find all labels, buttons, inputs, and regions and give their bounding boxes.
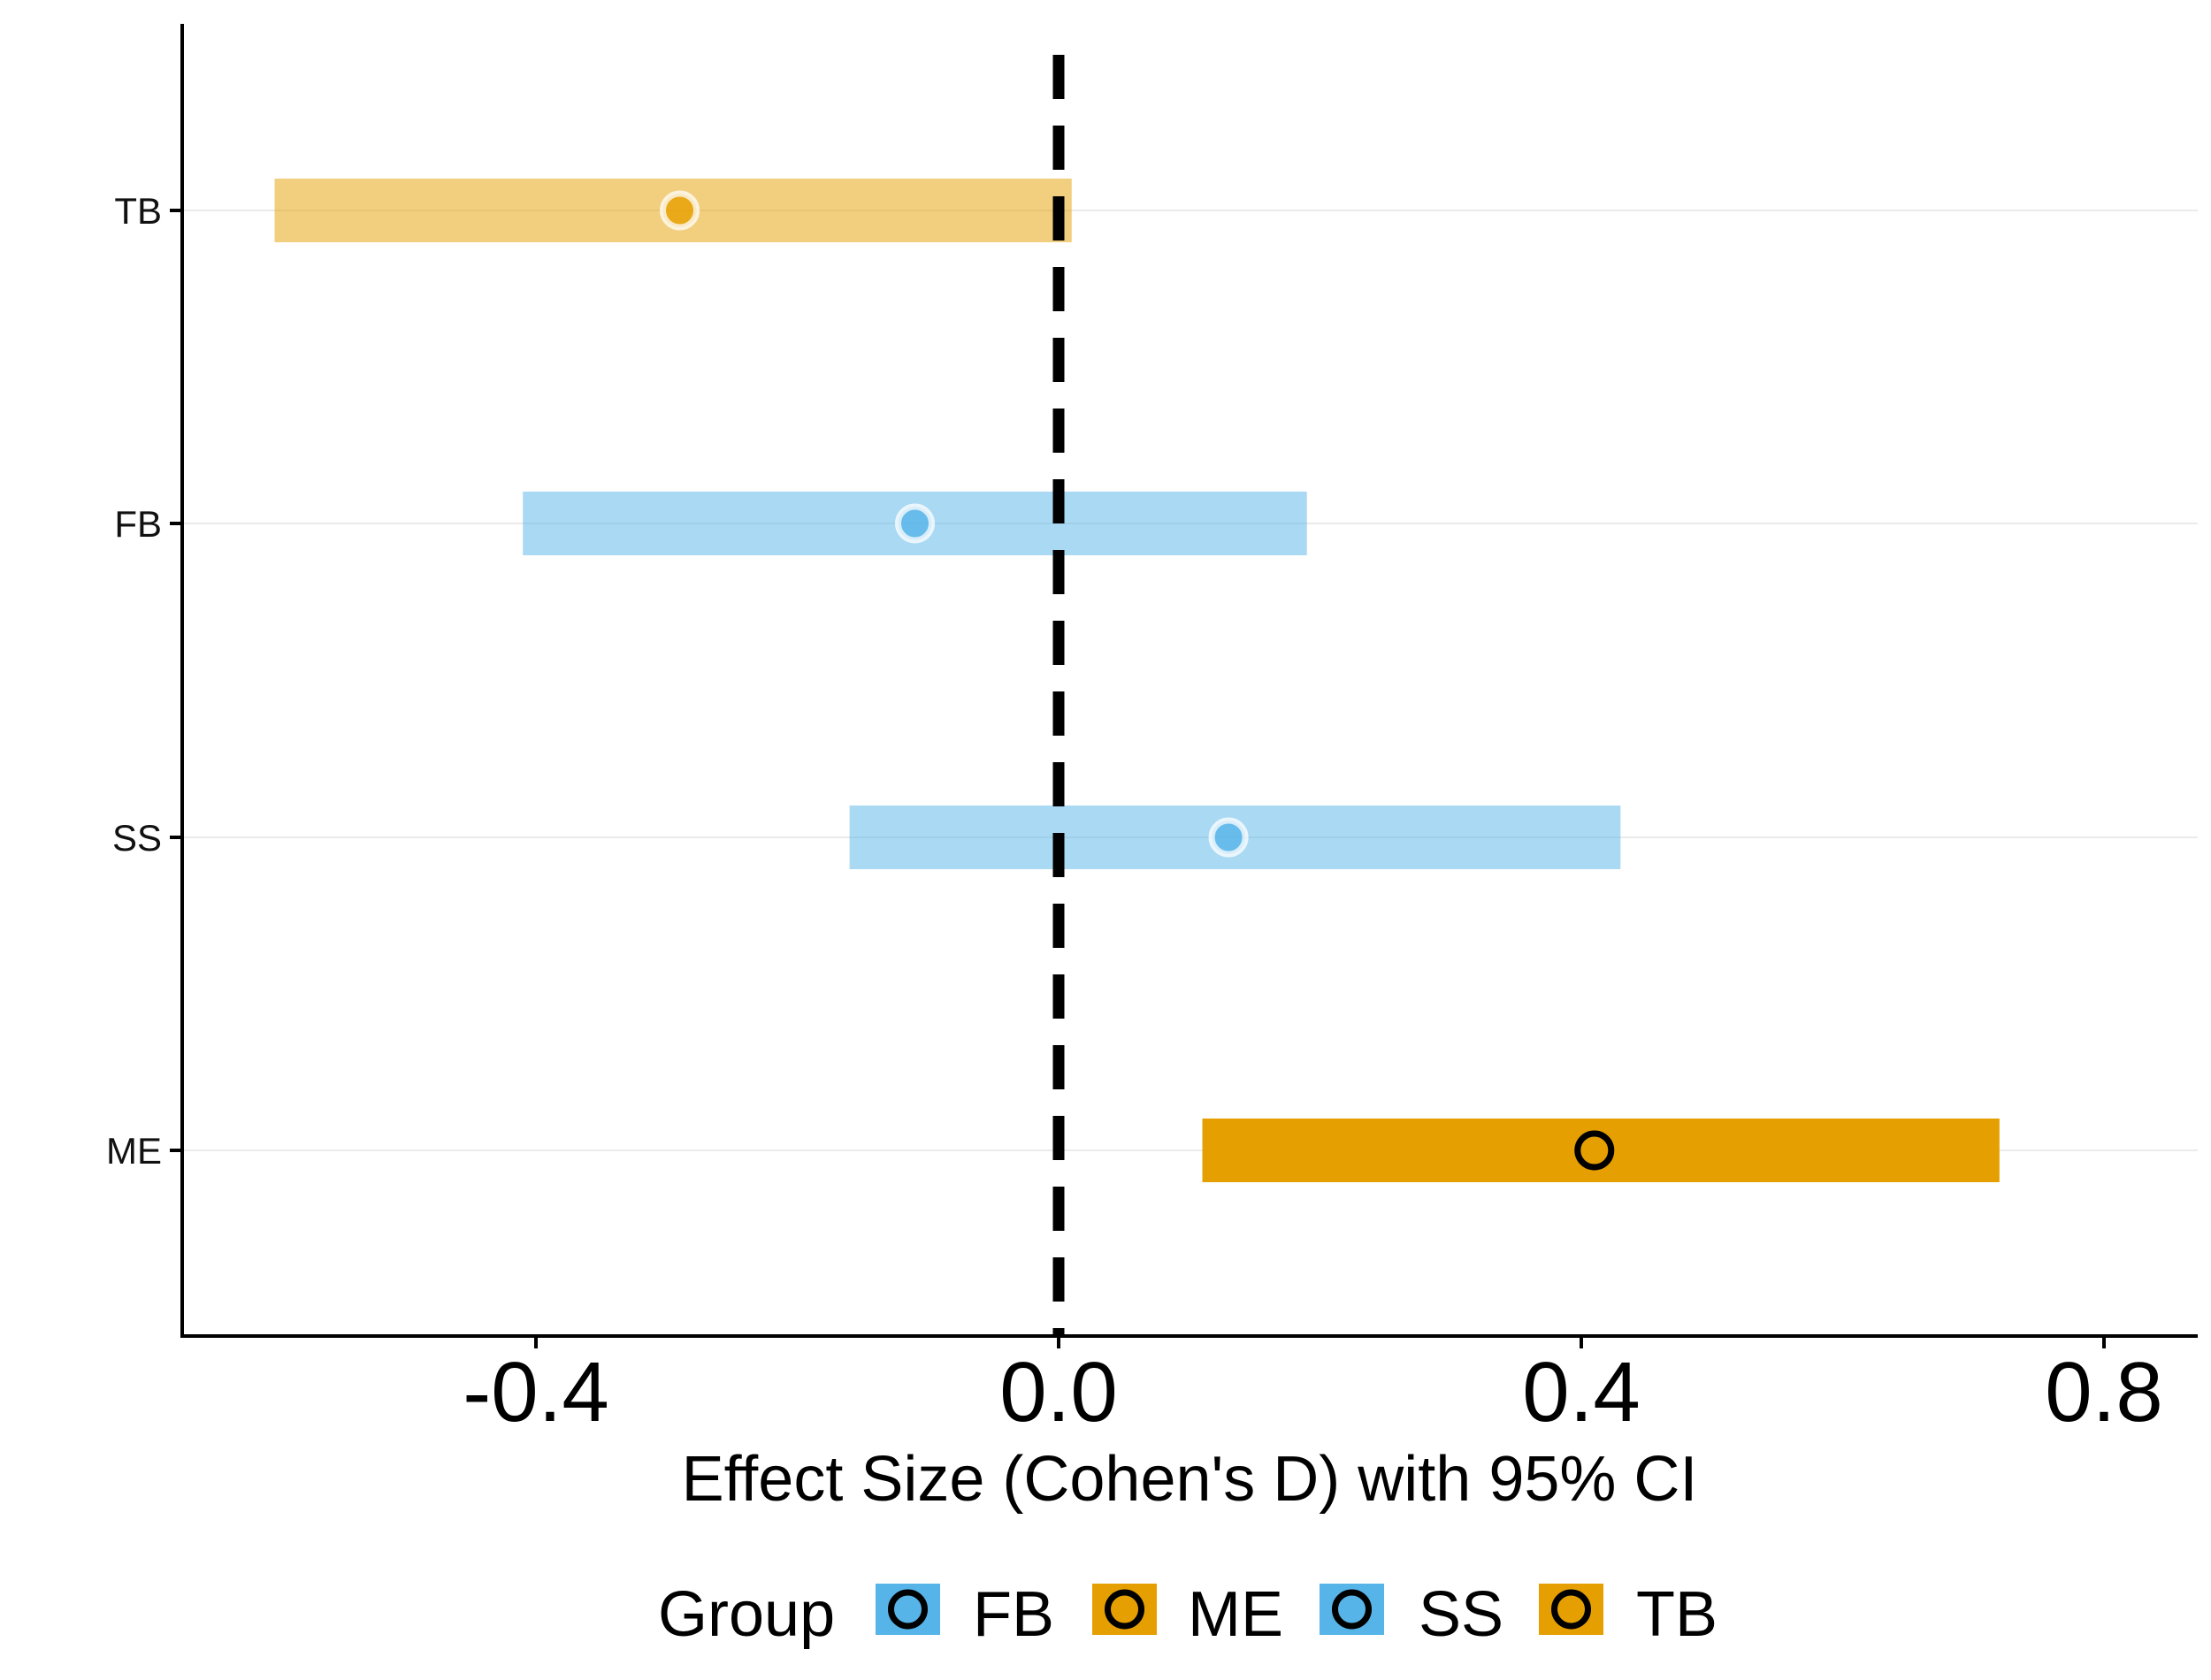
ci-bars: [274, 179, 2000, 1182]
effect-points: [660, 190, 1615, 1171]
y-tick-label-ss: SS: [112, 817, 162, 859]
x-tick-label: 0.0: [999, 1345, 1117, 1439]
legend: Group FB ME SS TB: [658, 1579, 1718, 1650]
legend-label-me: ME: [1188, 1579, 1283, 1650]
legend-marker: [888, 1589, 928, 1630]
legend-marker: [1105, 1589, 1144, 1630]
effect-point-fb: [894, 503, 935, 544]
effect-point-me: [1574, 1130, 1615, 1171]
x-tick-label: -0.4: [463, 1345, 608, 1439]
y-tick-label-fb: FB: [114, 503, 162, 545]
legend-label-fb: FB: [973, 1579, 1054, 1650]
legend-label-tb: TB: [1636, 1579, 1718, 1650]
legend-key-tb: [1539, 1584, 1603, 1635]
x-tick-label: 0.4: [1522, 1345, 1640, 1439]
y-ticks: TB FB SS ME: [106, 190, 182, 1172]
effect-point-ss: [1208, 817, 1249, 858]
legend-key-fb: [876, 1584, 940, 1635]
legend-key-ss: [1320, 1584, 1384, 1635]
legend-label-ss: SS: [1419, 1579, 1503, 1650]
legend-marker: [1551, 1589, 1591, 1630]
x-ticks: -0.4 0.0 0.4 0.8: [463, 1336, 2163, 1439]
axes: [180, 24, 2198, 1338]
x-axis-title: Effect Size (Cohen's D) with 95% CI: [682, 1444, 1698, 1515]
x-tick-label: 0.8: [2045, 1345, 2162, 1439]
legend-title: Group: [658, 1579, 835, 1650]
effect-point-tb: [660, 190, 700, 231]
gridlines: [182, 210, 2198, 1151]
legend-key-me: [1092, 1584, 1157, 1635]
y-tick-label-tb: TB: [114, 190, 162, 232]
legend-marker: [1332, 1589, 1372, 1630]
y-tick-label-me: ME: [106, 1130, 162, 1172]
